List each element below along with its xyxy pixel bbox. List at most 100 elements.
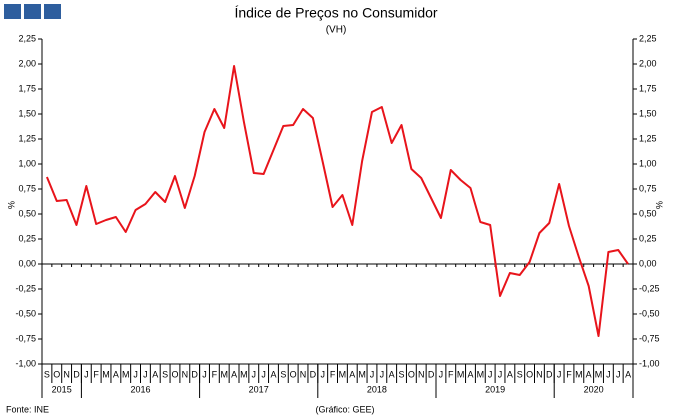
- y2-tick-label: 2,25: [639, 33, 657, 43]
- x-tick-label: M: [240, 369, 248, 379]
- y2-tick-label: 0,00: [639, 258, 657, 268]
- y2-tick-label: 1,50: [639, 108, 657, 118]
- x-tick-label: S: [44, 369, 50, 379]
- x-tick-label: J: [439, 369, 444, 379]
- x-tick-label: J: [202, 369, 207, 379]
- y2-tick-label: -0,50: [639, 308, 660, 318]
- y2-axis-label: %: [654, 201, 664, 209]
- y2-tick-label: 1,00: [639, 158, 657, 168]
- x-tick-label: J: [498, 369, 503, 379]
- x-tick-label: D: [546, 369, 553, 379]
- y2-tick-label: -0,25: [639, 283, 660, 293]
- x-tick-label: J: [616, 369, 621, 379]
- x-tick-label: S: [399, 369, 405, 379]
- x-tick-label: A: [231, 369, 237, 379]
- x-tick-label: M: [102, 369, 110, 379]
- x-tick-label: S: [162, 369, 168, 379]
- x-tick-label: O: [171, 369, 178, 379]
- logo-block: [4, 4, 21, 19]
- x-tick-label: A: [113, 369, 119, 379]
- x-group-label: 2020: [584, 384, 604, 394]
- x-tick-label: S: [517, 369, 523, 379]
- x-tick-label: J: [557, 369, 562, 379]
- x-tick-label: J: [488, 369, 493, 379]
- x-tick-label: D: [310, 369, 317, 379]
- x-tick-label: A: [349, 369, 355, 379]
- x-tick-label: A: [152, 369, 158, 379]
- y-tick-label: -0,75: [15, 333, 36, 343]
- x-group-label: 2016: [130, 384, 150, 394]
- x-tick-label: A: [586, 369, 592, 379]
- y2-tick-label: -1,00: [639, 358, 660, 368]
- x-tick-label: D: [73, 369, 80, 379]
- x-tick-label: A: [625, 369, 631, 379]
- x-tick-label: J: [84, 369, 89, 379]
- x-tick-label: F: [93, 369, 99, 379]
- y2-tick-label: 1,75: [639, 83, 657, 93]
- y-tick-label: -0,50: [15, 308, 36, 318]
- x-tick-label: O: [408, 369, 415, 379]
- y2-tick-label: 1,25: [639, 133, 657, 143]
- x-tick-label: O: [290, 369, 297, 379]
- x-tick-label: N: [536, 369, 543, 379]
- y-tick-label: 1,00: [18, 158, 36, 168]
- x-tick-label: N: [300, 369, 307, 379]
- x-tick-label: D: [191, 369, 198, 379]
- x-group-label: 2015: [52, 384, 72, 394]
- logo-block: [44, 4, 61, 19]
- x-tick-label: A: [389, 369, 395, 379]
- x-tick-label: M: [339, 369, 347, 379]
- x-tick-label: J: [380, 369, 385, 379]
- y-tick-label: -0,25: [15, 283, 36, 293]
- x-tick-label: A: [467, 369, 473, 379]
- y2-tick-label: -0,75: [639, 333, 660, 343]
- data-line: [45, 65, 629, 337]
- x-tick-label: A: [507, 369, 513, 379]
- x-group-label: 2017: [249, 384, 269, 394]
- logo-block: [24, 4, 41, 19]
- x-tick-label: D: [428, 369, 435, 379]
- source: Fonte: INE: [6, 404, 49, 414]
- x-tick-label: J: [143, 369, 148, 379]
- chart-title: Índice de Preços no Consumidor: [234, 5, 437, 21]
- x-tick-label: O: [53, 369, 60, 379]
- y-axis-label: %: [6, 201, 16, 209]
- y-tick-label: 1,75: [18, 83, 36, 93]
- x-tick-label: M: [220, 369, 228, 379]
- x-tick-label: M: [595, 369, 603, 379]
- x-tick-label: M: [575, 369, 583, 379]
- y-tick-label: 1,25: [18, 133, 36, 143]
- y-tick-label: 0,25: [18, 233, 36, 243]
- y-tick-label: 2,25: [18, 33, 36, 43]
- x-tick-label: J: [320, 369, 325, 379]
- x-tick-label: M: [457, 369, 465, 379]
- x-tick-label: M: [358, 369, 366, 379]
- x-tick-label: F: [566, 369, 572, 379]
- chart-subtitle: (VH): [326, 25, 347, 36]
- y2-tick-label: 2,00: [639, 58, 657, 68]
- y-tick-label: 2,00: [18, 58, 36, 68]
- x-tick-label: J: [261, 369, 266, 379]
- x-tick-label: A: [270, 369, 276, 379]
- x-tick-label: J: [133, 369, 138, 379]
- y-tick-label: 0,75: [18, 183, 36, 193]
- x-tick-label: N: [63, 369, 70, 379]
- y2-tick-label: 0,25: [639, 233, 657, 243]
- x-tick-label: J: [606, 369, 611, 379]
- y-tick-label: -1,00: [15, 358, 36, 368]
- y-tick-label: 0,50: [18, 208, 36, 218]
- x-tick-label: F: [212, 369, 218, 379]
- x-group-label: 2018: [367, 384, 387, 394]
- x-tick-label: N: [418, 369, 425, 379]
- x-tick-label: S: [280, 369, 286, 379]
- x-tick-label: F: [330, 369, 336, 379]
- x-tick-label: M: [477, 369, 485, 379]
- x-tick-label: J: [252, 369, 257, 379]
- x-tick-label: O: [526, 369, 533, 379]
- x-group-label: 2019: [485, 384, 505, 394]
- x-tick-label: N: [182, 369, 189, 379]
- x-tick-label: M: [122, 369, 130, 379]
- x-tick-label: J: [370, 369, 375, 379]
- y-tick-label: 1,50: [18, 108, 36, 118]
